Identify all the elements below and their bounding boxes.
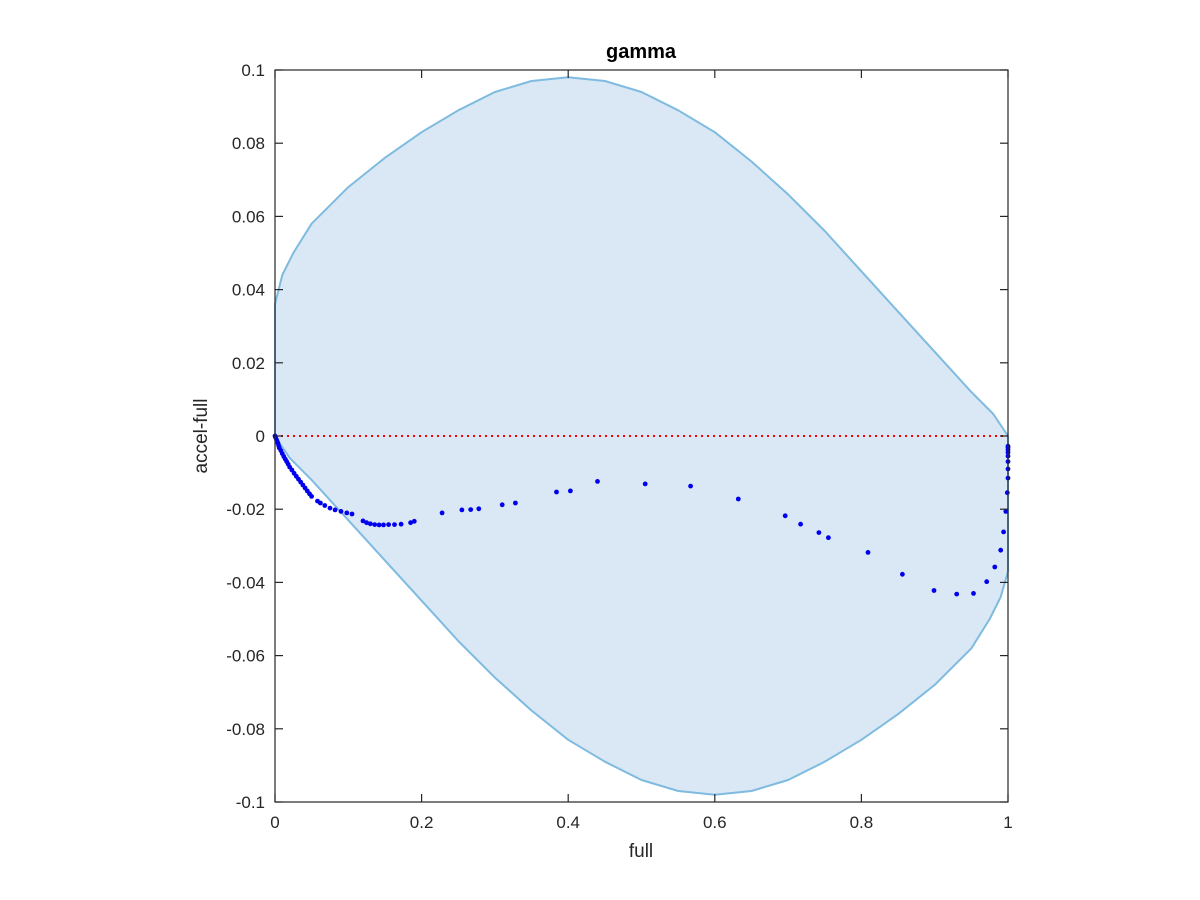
data-point [367,521,373,527]
y-tick-label: -0.04 [226,573,265,592]
data-point [468,507,474,512]
data-point [344,510,350,516]
data-point [318,500,323,506]
data-point [381,522,386,528]
y-tick-label: -0.06 [226,647,265,666]
data-point [568,488,573,494]
x-tick-label: 0.8 [850,813,874,832]
data-point [499,502,505,508]
chart-title: gamma [606,41,677,63]
data-point [998,547,1004,553]
data-point [309,494,314,499]
data-point [1003,509,1009,514]
data-point [372,522,378,527]
y-tick-label: 0 [256,427,265,446]
data-point [992,564,998,570]
y-tick-label: -0.1 [236,793,265,812]
data-point [984,579,990,585]
data-point [595,479,600,484]
y-tick-label: 0.02 [232,354,265,373]
y-tick-label: 0.06 [232,207,265,226]
data-point [398,521,404,527]
data-point [459,507,465,513]
data-point [900,571,905,577]
data-point [408,520,413,526]
data-point [782,513,788,519]
data-point [513,500,518,506]
y-tick-label: -0.08 [226,720,265,739]
data-point [360,518,366,524]
data-point [865,550,871,555]
data-point [931,588,937,593]
x-tick-label: 0.2 [410,813,434,832]
data-point [954,591,960,597]
y-tick-label: 0.04 [232,281,265,300]
data-point [735,496,741,502]
y-tick-label: 0.1 [241,61,265,80]
data-point [349,511,355,517]
data-point [1001,529,1006,535]
data-point [971,591,976,596]
data-point [322,503,328,508]
data-point [338,509,344,514]
data-point [798,521,803,527]
data-point [392,522,397,527]
data-point [642,481,648,487]
x-tick-label: 0.4 [556,813,580,832]
data-point [826,535,831,541]
data-point [439,510,445,516]
data-point [327,505,333,511]
data-point [332,507,338,513]
data-point [376,522,382,528]
y-tick-label: -0.02 [226,500,265,519]
y-axis-label: accel-full [191,399,212,474]
x-tick-label: 0.6 [703,813,727,832]
y-tick-label: 0.08 [232,134,265,153]
data-points-layer [272,433,1011,597]
data-point [554,489,559,495]
data-point [386,522,391,527]
x-tick-label: 0 [270,813,279,832]
data-point [411,518,417,524]
data-point [688,483,693,489]
x-tick-label: 1 [1003,813,1012,832]
x-axis-label: full [629,841,653,862]
data-point [1004,490,1010,496]
data-point [476,506,482,512]
ticks-layer: 0 0.2 0.4 0.6 0.8 1 -0.1 -0.08 -0.06 -0.04 -0.02 0 0… [226,61,1012,832]
data-point [364,520,369,526]
data-point [816,530,822,535]
